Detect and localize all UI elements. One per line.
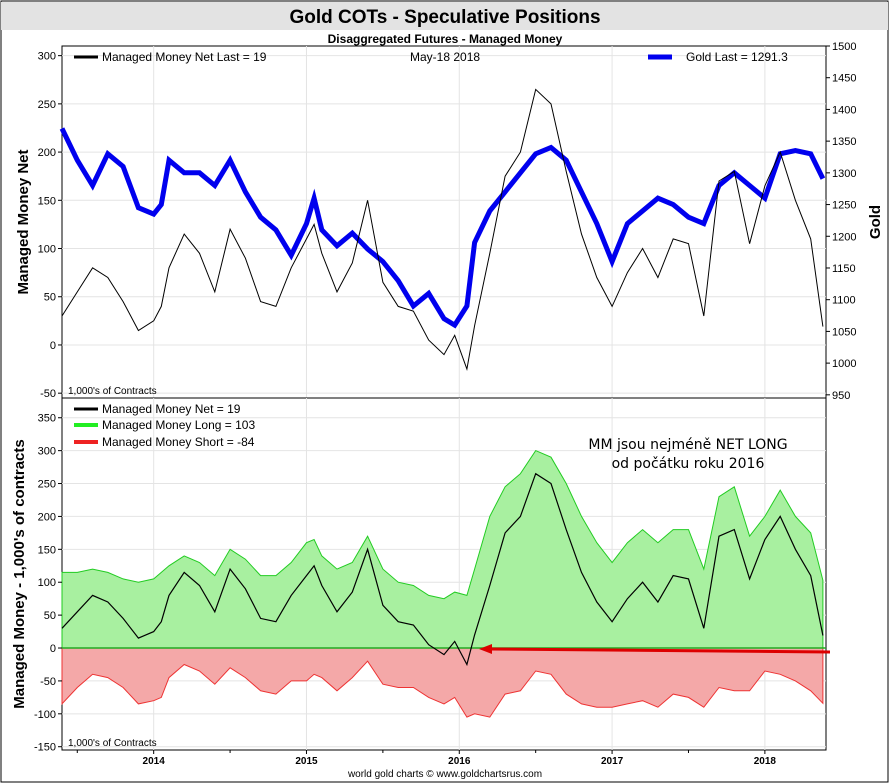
top-right-tick-label: 1350 <box>832 136 856 148</box>
top-left-tick-label: 0 <box>50 340 56 352</box>
legend-net-top: Managed Money Net Last = 19 <box>102 50 267 64</box>
top-left-tick-label: 150 <box>38 195 56 207</box>
top-left-tick-label: 300 <box>38 51 56 63</box>
top-right-tick-label: 1300 <box>832 168 856 180</box>
x-tick-label: 2018 <box>754 756 777 767</box>
bottom-unit-note: 1,000's of Contracts <box>68 738 157 749</box>
top-left-tick-label: 50 <box>44 292 56 304</box>
bottom-tick-label: -100 <box>34 709 56 721</box>
x-tick-label: 2017 <box>601 756 624 767</box>
top-left-tick-label: 250 <box>38 99 56 111</box>
top-right-axis: 1500 1450 1400 1350 1300 1250 1200 1150 1100 1050… <box>826 41 856 402</box>
bottom-tick-label: 350 <box>38 413 56 425</box>
top-right-tick-label: 950 <box>832 390 850 402</box>
chart-subtitle: Disaggregated Futures - Managed Money <box>328 32 563 46</box>
gold-price-line <box>59 127 826 329</box>
legend-date: May-18 2018 <box>410 50 480 64</box>
bottom-axis-title: Managed Money - 1,000's of contracts <box>11 439 28 708</box>
top-right-tick-label: 1050 <box>832 326 856 338</box>
top-gridlines <box>62 46 826 398</box>
top-panel: 300 250 200 150 100 50 0 -50 1500 1450 1400 1350 13… <box>15 41 884 402</box>
bottom-tick-label: 50 <box>44 610 56 622</box>
x-tick-label: 2015 <box>295 756 318 767</box>
chart-title: Gold COTs - Speculative Positions <box>289 7 600 28</box>
legend-long: Managed Money Long = 103 <box>102 418 255 432</box>
top-left-axis-title: Managed Money Net <box>15 149 32 294</box>
bottom-tick-label: -150 <box>34 742 56 754</box>
managed-money-net-line-top <box>61 88 824 372</box>
bottom-tick-label: 250 <box>38 479 56 491</box>
bottom-left-axis: 350 300 250 200 150 100 50 0 -50 -100 -150 <box>34 413 62 754</box>
top-right-axis-title: Gold <box>867 205 884 239</box>
title-banner <box>1 2 888 30</box>
bottom-tick-label: 150 <box>38 544 56 556</box>
top-right-tick-label: 1400 <box>832 104 856 116</box>
x-tick-label: 2016 <box>448 756 471 767</box>
managed-money-long-area <box>61 449 824 649</box>
x-tick-label: 2014 <box>143 756 166 767</box>
managed-money-short-area <box>61 647 824 718</box>
top-right-tick-label: 1500 <box>832 41 856 53</box>
managed-money-net-line-bottom <box>61 472 824 667</box>
bottom-tick-label: -50 <box>40 676 56 688</box>
legend-net-bottom: Managed Money Net = 19 <box>102 402 241 416</box>
top-right-tick-label: 1100 <box>832 295 856 307</box>
annotation-arrow-head <box>479 644 492 654</box>
x-axis: 2014 2015 2016 2017 2018 <box>76 750 777 767</box>
top-left-tick-label: 200 <box>38 147 56 159</box>
top-right-tick-label: 1000 <box>832 358 856 370</box>
top-right-tick-label: 1250 <box>832 200 856 212</box>
top-unit-note: 1,000's of Contracts <box>68 386 157 397</box>
bottom-tick-label: 200 <box>38 511 56 523</box>
top-left-tick-label: 100 <box>38 244 56 256</box>
bottom-tick-label: 0 <box>50 643 56 655</box>
top-right-tick-label: 1150 <box>832 263 856 275</box>
top-right-tick-label: 1200 <box>832 231 856 243</box>
annotation-arrow-shaft <box>489 647 831 654</box>
top-right-tick-label: 1450 <box>832 73 856 85</box>
bottom-tick-label: 100 <box>38 577 56 589</box>
legend-short: Managed Money Short = -84 <box>102 435 255 449</box>
legend-gold: Gold Last = 1291.3 <box>686 50 788 64</box>
annotation-line-2: od počátku roku 2016 <box>612 456 765 472</box>
bottom-panel: 350 300 250 200 150 100 50 0 -50 -100 -150 Managed… <box>11 397 831 767</box>
top-left-axis: 300 250 200 150 100 50 0 -50 <box>38 51 62 400</box>
top-left-tick-label: -50 <box>40 388 56 400</box>
annotation-line-1: MM jsou nejméně NET LONG <box>588 437 787 453</box>
bottom-tick-label: 300 <box>38 446 56 458</box>
footer-credit: world gold charts © www.goldchartsrus.co… <box>347 769 542 780</box>
